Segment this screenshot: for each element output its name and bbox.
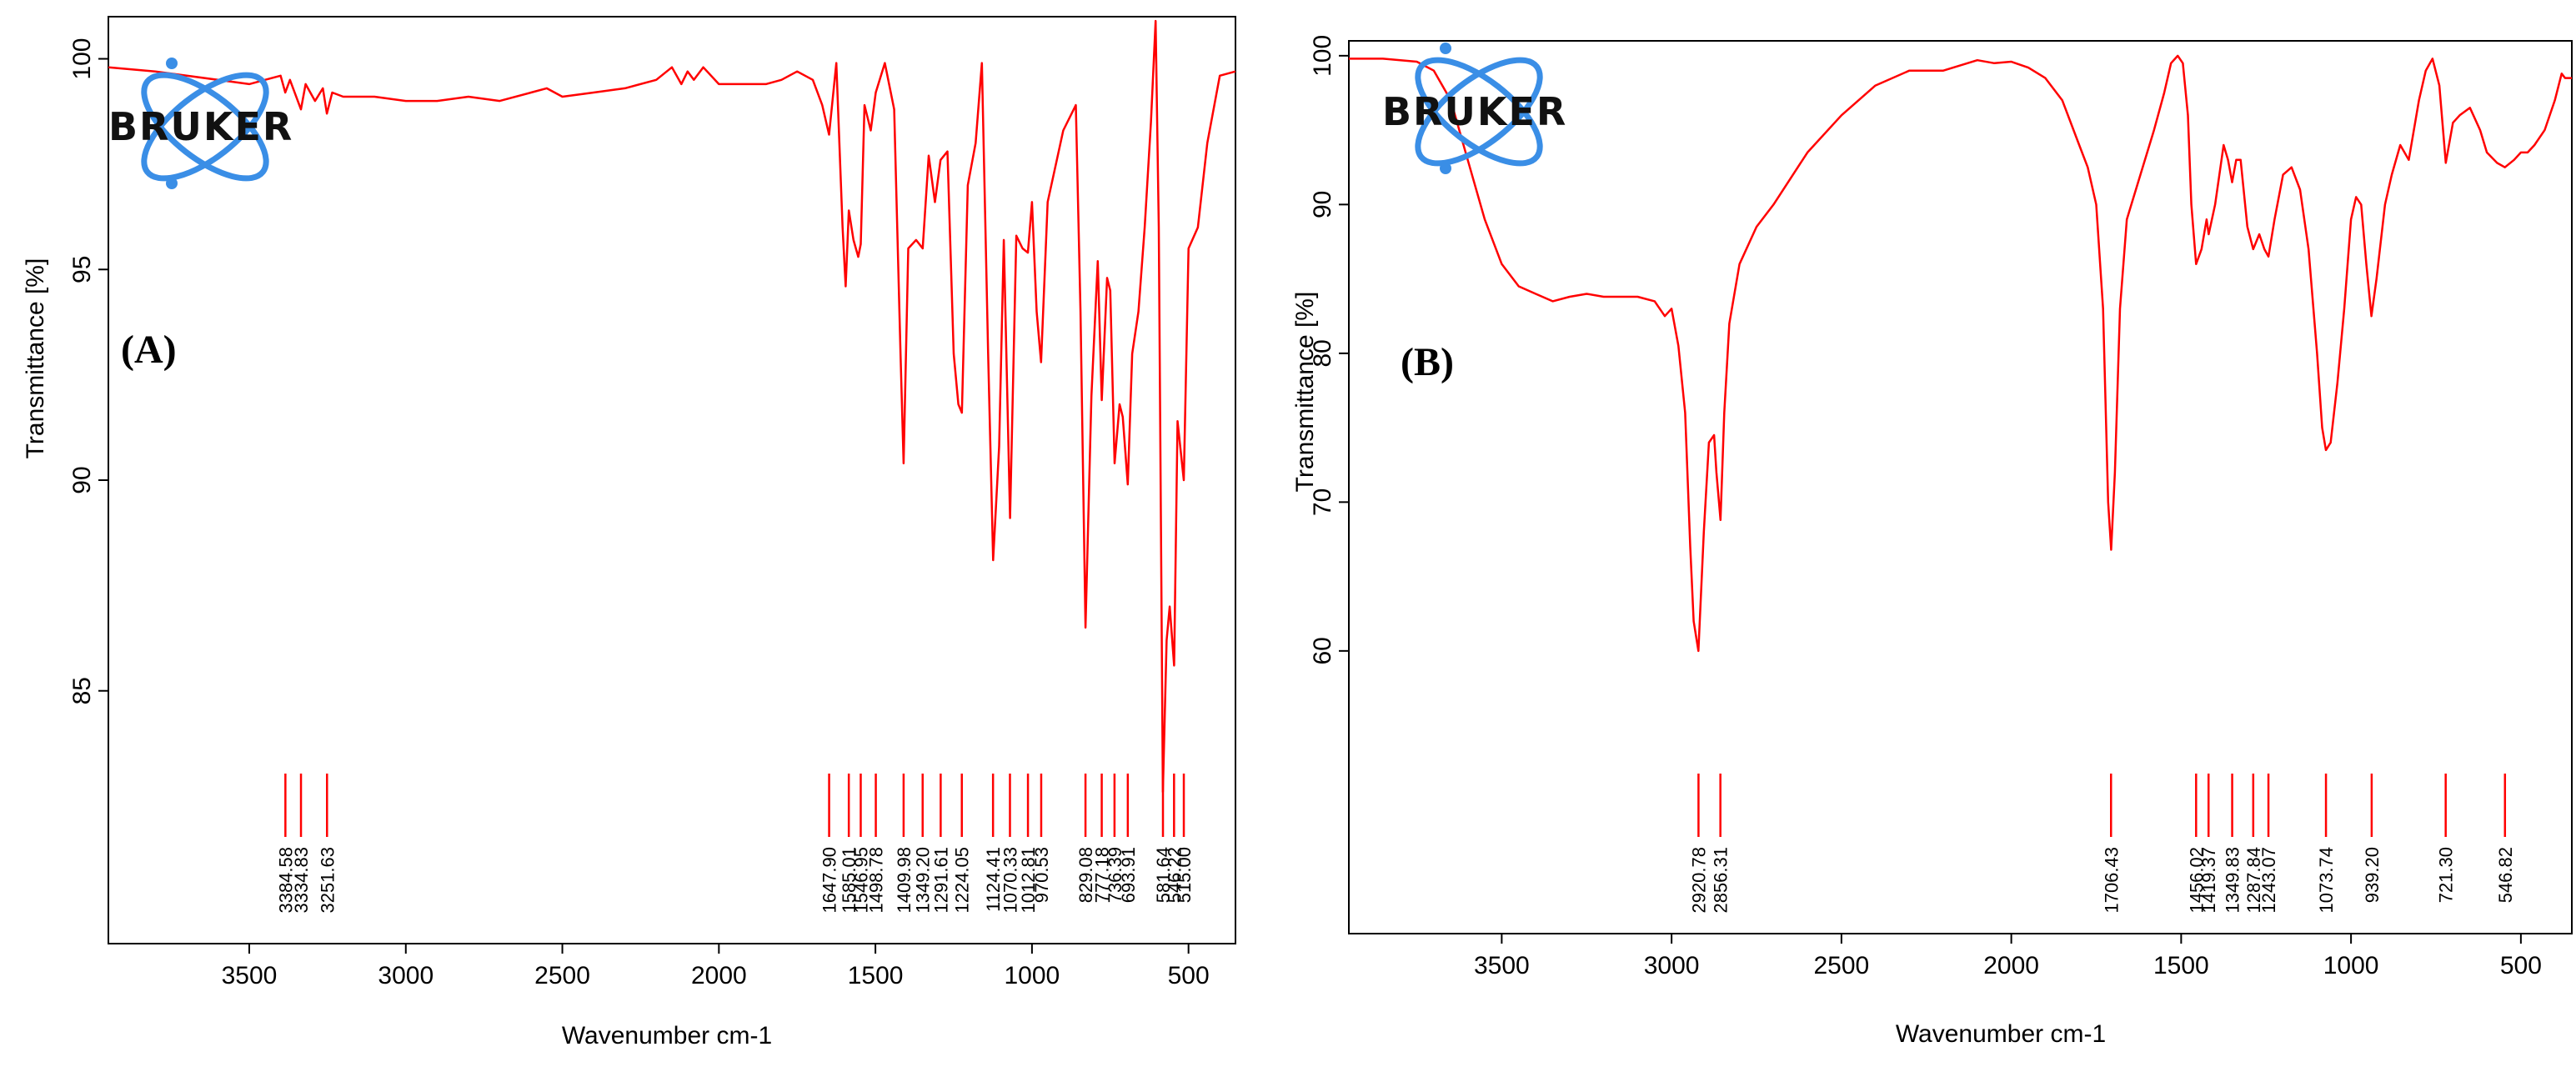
logo-dot: [166, 58, 178, 69]
peak-label: 581.64: [1153, 847, 1174, 903]
peak-label: 736.39: [1105, 847, 1125, 903]
panel-label: (A): [121, 328, 177, 372]
peak-label: 1409.98: [894, 847, 915, 914]
x-tick-label: 3500: [1474, 952, 1530, 979]
y-tick-label: 60: [1309, 637, 1336, 664]
x-tick-label: 1500: [2153, 952, 2209, 979]
x-tick-label: 1500: [848, 962, 904, 989]
logo-dot: [1440, 163, 1451, 174]
y-axis-title: Transmittance [%]: [1291, 292, 1319, 493]
y-axis: 60 70 80 90 100: [1309, 35, 1349, 665]
peak-label: 721.30: [2436, 847, 2457, 903]
x-tick-label: 3500: [222, 962, 278, 989]
plot-frame: [1348, 40, 2573, 934]
chart-panel-b: 3500 3000 2500 2000 1500 1000 500 60708090100 …: [1291, 35, 2573, 1048]
x-tick-label: 2000: [1983, 952, 2039, 979]
spectrum-line: [1349, 54, 2572, 653]
x-tick-label: 1000: [2323, 952, 2379, 979]
y-tick-label: 90: [1309, 191, 1336, 218]
y-tick-label: 70: [1309, 488, 1336, 516]
peak-label: 2856.31: [1711, 847, 1732, 914]
logo-text: BRUKER: [1382, 89, 1567, 134]
peak-label: 1585.01: [839, 847, 860, 914]
peak-label: 546.22: [1164, 847, 1185, 903]
peak-label: 1070.33: [1000, 847, 1020, 914]
logo-orbit-1: [141, 72, 269, 182]
y-tick-label: 85: [68, 677, 96, 704]
x-tick-label: 500: [1168, 962, 1210, 989]
peak-label: 1287.84: [2243, 847, 2264, 914]
peak-label: 1224.05: [952, 847, 973, 914]
chart-panel-a: 3500 3000 2500 2000 1500 1000 500 85 90 95 100 33…: [22, 16, 1236, 1049]
y-tick-label: 100: [1309, 35, 1336, 77]
peak-label: 515.00: [1174, 847, 1195, 903]
x-axis-title: Wavenumber cm-1: [562, 1022, 772, 1049]
y-tick-label: 90: [68, 466, 96, 493]
peak-label: 939.20: [2362, 847, 2383, 903]
logo-dot: [1440, 43, 1451, 54]
x-axis: 3500 3000 2500 2000 1500 1000 500: [1474, 934, 2542, 979]
peak-label: 1291.61: [930, 847, 951, 914]
peak-label: 1243.07: [2258, 847, 2279, 914]
peak-label: 970.53: [1031, 847, 1052, 903]
peak-label: 1349.20: [913, 847, 934, 914]
y-axis-title: Transmittance [%]: [22, 258, 49, 459]
x-tick-label: 3000: [378, 962, 434, 989]
plot-frame: [108, 16, 1236, 944]
peak-label: 1012.81: [1018, 847, 1039, 914]
spectrum-line: [108, 19, 1236, 794]
x-axis: 3500 3000 2500 2000 1500 1000 500: [222, 944, 1210, 989]
peak-label: 693.91: [1118, 847, 1139, 903]
peak-label: 1706.43: [2101, 847, 2122, 914]
logo-text: BRUKER: [108, 104, 293, 149]
x-axis-title: Wavenumber cm-1: [1896, 1020, 2106, 1048]
x-tick-label: 2000: [691, 962, 747, 989]
peak-label: 1647.90: [819, 847, 840, 914]
peak-label: 3334.83: [291, 847, 312, 914]
peak-label: 829.08: [1075, 847, 1096, 903]
logo-dot: [166, 178, 178, 189]
bruker-logo: BRUKER: [108, 58, 293, 189]
peak-label: 1456.02: [2186, 847, 2207, 914]
x-tick-label: 2500: [534, 962, 590, 989]
peak-label: 777.18: [1092, 847, 1113, 903]
x-tick-label: 3000: [1644, 952, 1700, 979]
x-tick-label: 500: [2500, 952, 2542, 979]
peak-label: 1349.83: [2223, 847, 2243, 914]
peak-label: 1419.37: [2198, 847, 2219, 914]
peak-label: 3384.58: [275, 847, 296, 914]
y-tick-label: 80: [1309, 339, 1336, 367]
x-tick-label: 1000: [1005, 962, 1060, 989]
peak-label: 1073.74: [2316, 847, 2337, 914]
peak-label: 1498.78: [866, 847, 887, 914]
x-tick-label: 2500: [1814, 952, 1870, 979]
peak-label: 1546.95: [850, 847, 871, 914]
peak-label: 3251.63: [317, 847, 338, 914]
logo-orbit-2: [1415, 57, 1543, 167]
y-tick-label: 100: [68, 38, 96, 80]
peak-label: 546.82: [2495, 847, 2516, 903]
logo-orbit-1: [1415, 57, 1543, 167]
panel-label: (B): [1401, 340, 1454, 384]
y-tick-label: 95: [68, 256, 96, 283]
peak-label: 1124.41: [983, 847, 1004, 912]
logo-orbit-2: [141, 72, 269, 182]
y-axis: 85 90 95 100: [68, 38, 108, 704]
peak-label: 2920.78: [1688, 847, 1709, 914]
bruker-logo: BRUKER: [1382, 43, 1567, 174]
